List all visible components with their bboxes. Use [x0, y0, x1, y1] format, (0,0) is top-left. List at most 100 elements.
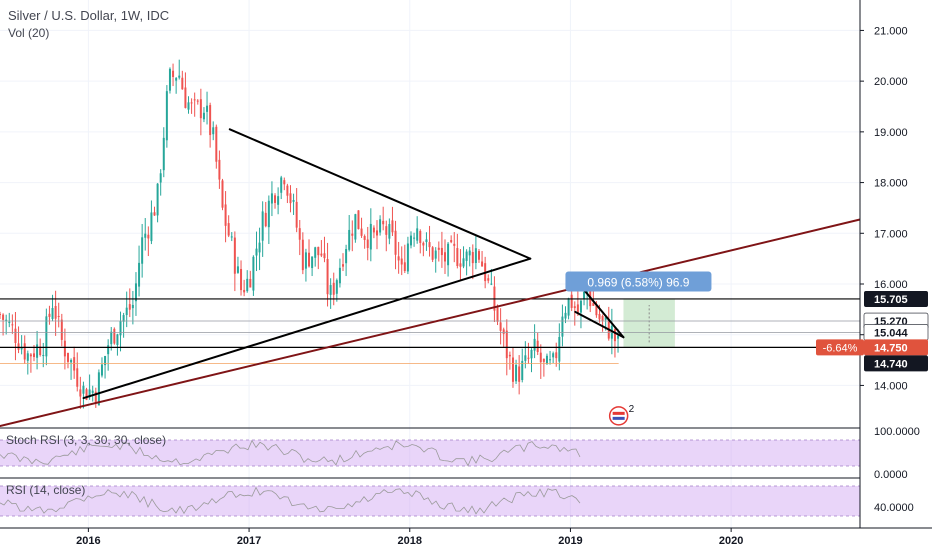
- candle-body: [428, 242, 431, 248]
- candle-body: [165, 91, 168, 141]
- candle-body: [156, 183, 159, 216]
- candle-body: [134, 283, 137, 302]
- candles: [0, 59, 620, 409]
- candle-body: [295, 201, 298, 228]
- candle-body: [317, 246, 320, 256]
- candle-body: [440, 247, 443, 256]
- candle-body: [26, 353, 29, 361]
- candle-body: [119, 321, 122, 336]
- candle-body: [48, 313, 51, 317]
- candle-body: [32, 353, 35, 358]
- candle-body: [70, 359, 73, 363]
- candle-body: [443, 252, 446, 262]
- candle-body: [63, 340, 66, 357]
- candle-body: [354, 214, 357, 240]
- candle-body: [301, 239, 304, 271]
- candle-body: [465, 251, 468, 261]
- candle-body: [474, 248, 477, 263]
- candle-body: [292, 200, 295, 202]
- volume-label: Vol (20): [8, 26, 50, 40]
- candle-body: [536, 340, 539, 352]
- candle-body: [329, 285, 332, 295]
- candle-body: [601, 316, 604, 321]
- candle-body: [567, 298, 570, 316]
- wedge-lower: [574, 310, 625, 339]
- candle-body: [258, 242, 261, 253]
- candle-body: [45, 316, 48, 357]
- candle-body: [369, 223, 372, 250]
- event-flag-icon: [608, 406, 629, 426]
- candle-body: [283, 180, 286, 185]
- candle-body: [17, 343, 20, 350]
- candle-body: [5, 319, 8, 321]
- candle-body: [613, 329, 616, 342]
- candle-body: [450, 240, 453, 243]
- candle-body: [224, 204, 227, 226]
- candle-body: [323, 253, 326, 259]
- candle-body: [107, 345, 110, 355]
- price-axis-bg: [860, 0, 932, 550]
- candle-body: [181, 77, 184, 90]
- candle-body: [351, 233, 354, 236]
- candle-body: [104, 356, 107, 366]
- candle-body: [125, 307, 128, 316]
- candle-body: [270, 193, 273, 204]
- candle-body: [14, 328, 17, 343]
- price-label: 15.044: [874, 327, 909, 339]
- candle-body: [29, 354, 32, 357]
- candle-body: [549, 359, 552, 361]
- candle-body: [511, 357, 514, 382]
- y-tick-label: 14.000: [874, 380, 908, 392]
- rising-trendline: [0, 212, 889, 427]
- candle-body: [249, 278, 252, 288]
- candle-body: [527, 357, 530, 359]
- candle-body: [338, 267, 341, 284]
- candle-body: [110, 331, 113, 345]
- candle-body: [583, 291, 586, 300]
- candle-body: [20, 346, 23, 350]
- candle-body: [236, 266, 239, 273]
- candle-body: [230, 236, 233, 238]
- price-change-label: -6.64%: [823, 342, 858, 354]
- candle-body: [570, 294, 573, 308]
- candle-body: [394, 230, 397, 255]
- candle-body: [246, 278, 249, 292]
- candle-body: [471, 252, 474, 264]
- candle-body: [422, 242, 425, 246]
- candle-body: [524, 355, 527, 361]
- triangle-upper: [228, 128, 532, 260]
- candle-body: [403, 262, 406, 271]
- candle-body: [502, 329, 505, 334]
- candle-body: [592, 303, 595, 306]
- candle-body: [218, 159, 221, 180]
- candle-body: [286, 185, 289, 196]
- candle-body: [289, 193, 292, 204]
- candle-body: [85, 389, 88, 400]
- candle-body: [243, 289, 246, 293]
- candle-body: [51, 308, 54, 319]
- x-tick-label: 2016: [76, 535, 100, 547]
- candle-body: [261, 211, 264, 241]
- indicator-line: [0, 439, 581, 467]
- candle-body: [376, 230, 379, 236]
- candle-body: [413, 237, 416, 239]
- candle-body: [508, 354, 511, 357]
- candle-body: [366, 239, 369, 248]
- y-tick-label: 21.000: [874, 25, 908, 37]
- indicator-tick-label: 0.0000: [874, 469, 908, 481]
- candle-body: [147, 234, 150, 239]
- candle-body: [348, 229, 351, 250]
- candle-body: [66, 352, 69, 362]
- candle-body: [274, 195, 277, 203]
- candle-body: [159, 173, 162, 183]
- candle-body: [598, 313, 601, 320]
- price-label-box: [864, 339, 928, 356]
- candle-body: [175, 78, 178, 81]
- candle-body: [91, 390, 94, 393]
- candle-body: [447, 243, 450, 266]
- candle-body: [539, 352, 542, 363]
- wedge-upper: [582, 288, 625, 339]
- candle-body: [215, 126, 218, 162]
- candle-body: [477, 251, 480, 260]
